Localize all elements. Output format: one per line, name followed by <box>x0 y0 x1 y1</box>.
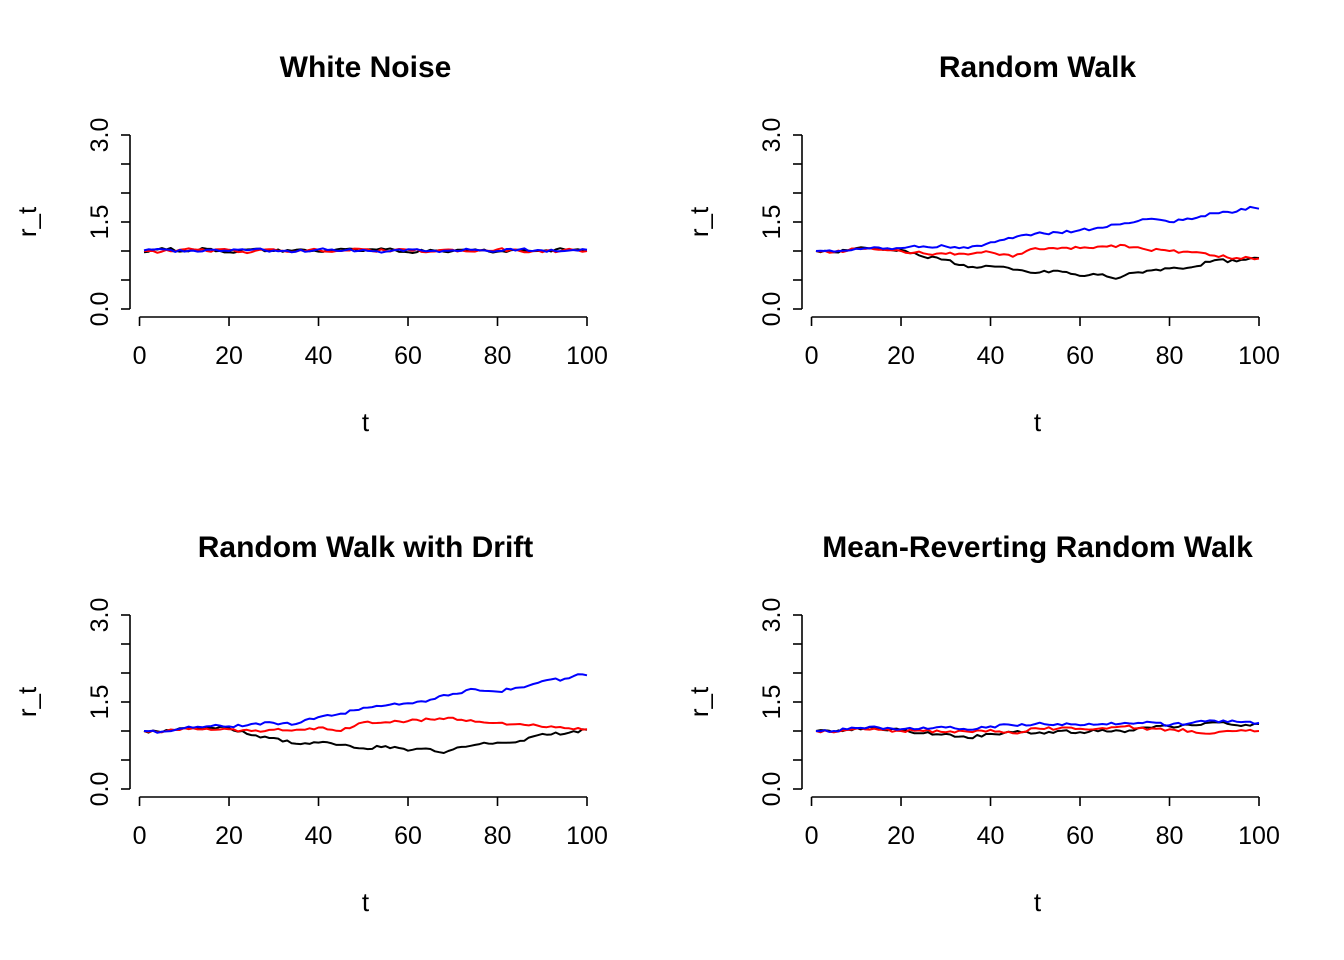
series-line-3 <box>143 247 588 254</box>
series-line-3 <box>815 719 1260 733</box>
y-tick-label: 1.5 <box>758 685 786 720</box>
panel-1: White Noise 0 20 40 60 80 100 0.0 1.5 3.0 t r_t <box>12 51 608 437</box>
x-tick-label: 20 <box>887 822 915 850</box>
panel-title: White Noise <box>280 51 452 84</box>
x-tick-label: 20 <box>887 342 915 370</box>
series-line-2 <box>815 724 1260 735</box>
panel-2: Random Walk 0 20 40 60 80 100 0.0 1.5 3.0 t r_t <box>684 51 1280 437</box>
y-tick-label: 0.0 <box>758 772 786 807</box>
y-axis-label: r_t <box>684 686 714 717</box>
panel-4: Mean-Reverting Random Walk 0 20 40 60 80 100 0.… <box>684 531 1280 917</box>
x-tick-label: 100 <box>1238 822 1280 850</box>
series-line-1 <box>143 725 588 754</box>
x-tick-label: 60 <box>1066 342 1094 370</box>
x-tick-label: 40 <box>305 342 333 370</box>
y-tick-label: 0.0 <box>758 292 786 327</box>
x-axis-label: t <box>362 407 370 437</box>
x-tick-label: 40 <box>977 342 1005 370</box>
y-tick-label: 1.5 <box>758 205 786 240</box>
x-axis-label: t <box>362 887 370 917</box>
y-tick-label: 1.5 <box>86 205 114 240</box>
y-tick-label: 1.5 <box>86 685 114 720</box>
panel-title: Random Walk <box>939 51 1137 84</box>
x-tick-label: 80 <box>1156 342 1184 370</box>
x-tick-label: 0 <box>133 342 147 370</box>
x-tick-label: 0 <box>805 822 819 850</box>
series-line-2 <box>815 243 1260 261</box>
panel-title: Random Walk with Drift <box>198 531 534 564</box>
x-tick-label: 60 <box>394 342 422 370</box>
x-axis-label: t <box>1034 887 1042 917</box>
panel-3: Random Walk with Drift 0 20 40 60 80 100 0.0 1.5… <box>12 531 608 917</box>
series-line-3 <box>143 673 588 734</box>
x-tick-label: 0 <box>133 822 147 850</box>
x-tick-label: 100 <box>566 822 608 850</box>
x-tick-label: 0 <box>805 342 819 370</box>
x-tick-label: 100 <box>566 342 608 370</box>
x-tick-label: 20 <box>215 342 243 370</box>
x-tick-label: 60 <box>1066 822 1094 850</box>
x-axis-label: t <box>1034 407 1042 437</box>
series-line-2 <box>143 716 588 734</box>
x-tick-label: 100 <box>1238 342 1280 370</box>
x-tick-label: 20 <box>215 822 243 850</box>
y-tick-label: 3.0 <box>758 118 786 153</box>
x-tick-label: 60 <box>394 822 422 850</box>
y-axis-label: r_t <box>12 686 42 717</box>
x-tick-label: 40 <box>305 822 333 850</box>
x-tick-label: 80 <box>484 822 512 850</box>
y-axis-label: r_t <box>684 206 714 237</box>
y-tick-label: 3.0 <box>86 598 114 633</box>
y-axis-label: r_t <box>12 206 42 237</box>
x-tick-label: 80 <box>1156 822 1184 850</box>
y-tick-label: 0.0 <box>86 292 114 327</box>
x-tick-label: 40 <box>977 822 1005 850</box>
y-tick-label: 3.0 <box>758 598 786 633</box>
panel-title: Mean-Reverting Random Walk <box>822 531 1253 564</box>
series-line-3 <box>815 205 1260 253</box>
y-tick-label: 0.0 <box>86 772 114 807</box>
y-tick-label: 3.0 <box>86 118 114 153</box>
x-tick-label: 80 <box>484 342 512 370</box>
